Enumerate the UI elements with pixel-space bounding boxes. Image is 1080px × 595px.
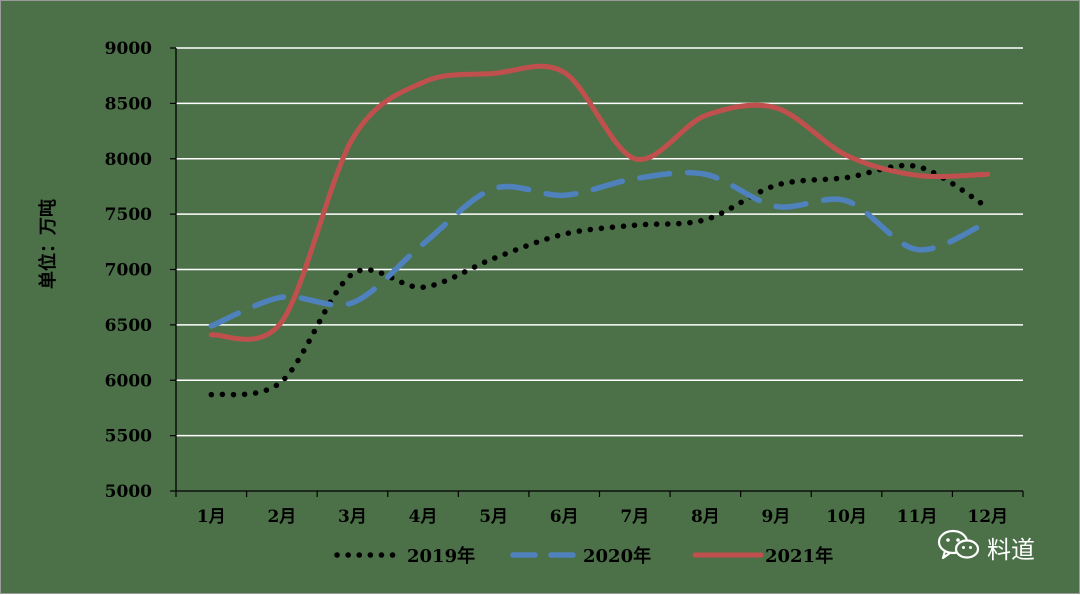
series-line-2019年 — [208, 162, 991, 398]
y-tick-label: 6500 — [105, 316, 152, 336]
axes — [170, 47, 1024, 497]
x-tick-label: 4月 — [409, 507, 438, 527]
watermark: 料道 — [937, 529, 1035, 565]
watermark-text: 料道 — [987, 535, 1035, 564]
y-axis-label: 单位：万吨 — [37, 199, 59, 289]
x-tick-label: 7月 — [620, 507, 649, 527]
x-tick-label: 6月 — [550, 507, 579, 527]
legend-label: 2019年 — [407, 545, 475, 567]
x-tick-label: 8月 — [691, 507, 720, 527]
y-tick-label: 8000 — [105, 150, 152, 170]
y-tick-label: 5000 — [105, 482, 152, 502]
y-tick-label: 7000 — [105, 261, 152, 281]
y-tick-label: 6000 — [105, 371, 152, 391]
series-line-2020年 — [208, 169, 991, 329]
wechat-icon — [937, 529, 981, 565]
x-tick-label: 11月 — [897, 507, 938, 527]
y-tick-label: 9000 — [105, 39, 152, 59]
x-tick-label: 5月 — [479, 507, 508, 527]
y-tick-label: 7500 — [105, 205, 152, 225]
grid-lines — [176, 47, 1023, 437]
legend: 2019年 2020年 2021年 — [334, 545, 833, 567]
tick-labels: 5000 5500 6000 6500 7000 7500 8000 8500 9000 1月 2月… — [105, 39, 1008, 527]
series-lines — [208, 63, 991, 398]
x-tick-label: 12月 — [967, 507, 1008, 527]
legend-label: 2020年 — [583, 545, 651, 567]
x-tick-label: 2月 — [267, 507, 296, 527]
x-tick-label: 3月 — [338, 507, 367, 527]
x-tick-label: 1月 — [197, 507, 226, 527]
x-tick-label: 9月 — [762, 507, 791, 527]
legend-label: 2021年 — [765, 545, 833, 567]
y-tick-label: 8500 — [105, 94, 152, 114]
series-line-2021年 — [208, 63, 991, 342]
y-tick-label: 5500 — [105, 427, 152, 447]
x-tick-label: 10月 — [826, 507, 867, 527]
